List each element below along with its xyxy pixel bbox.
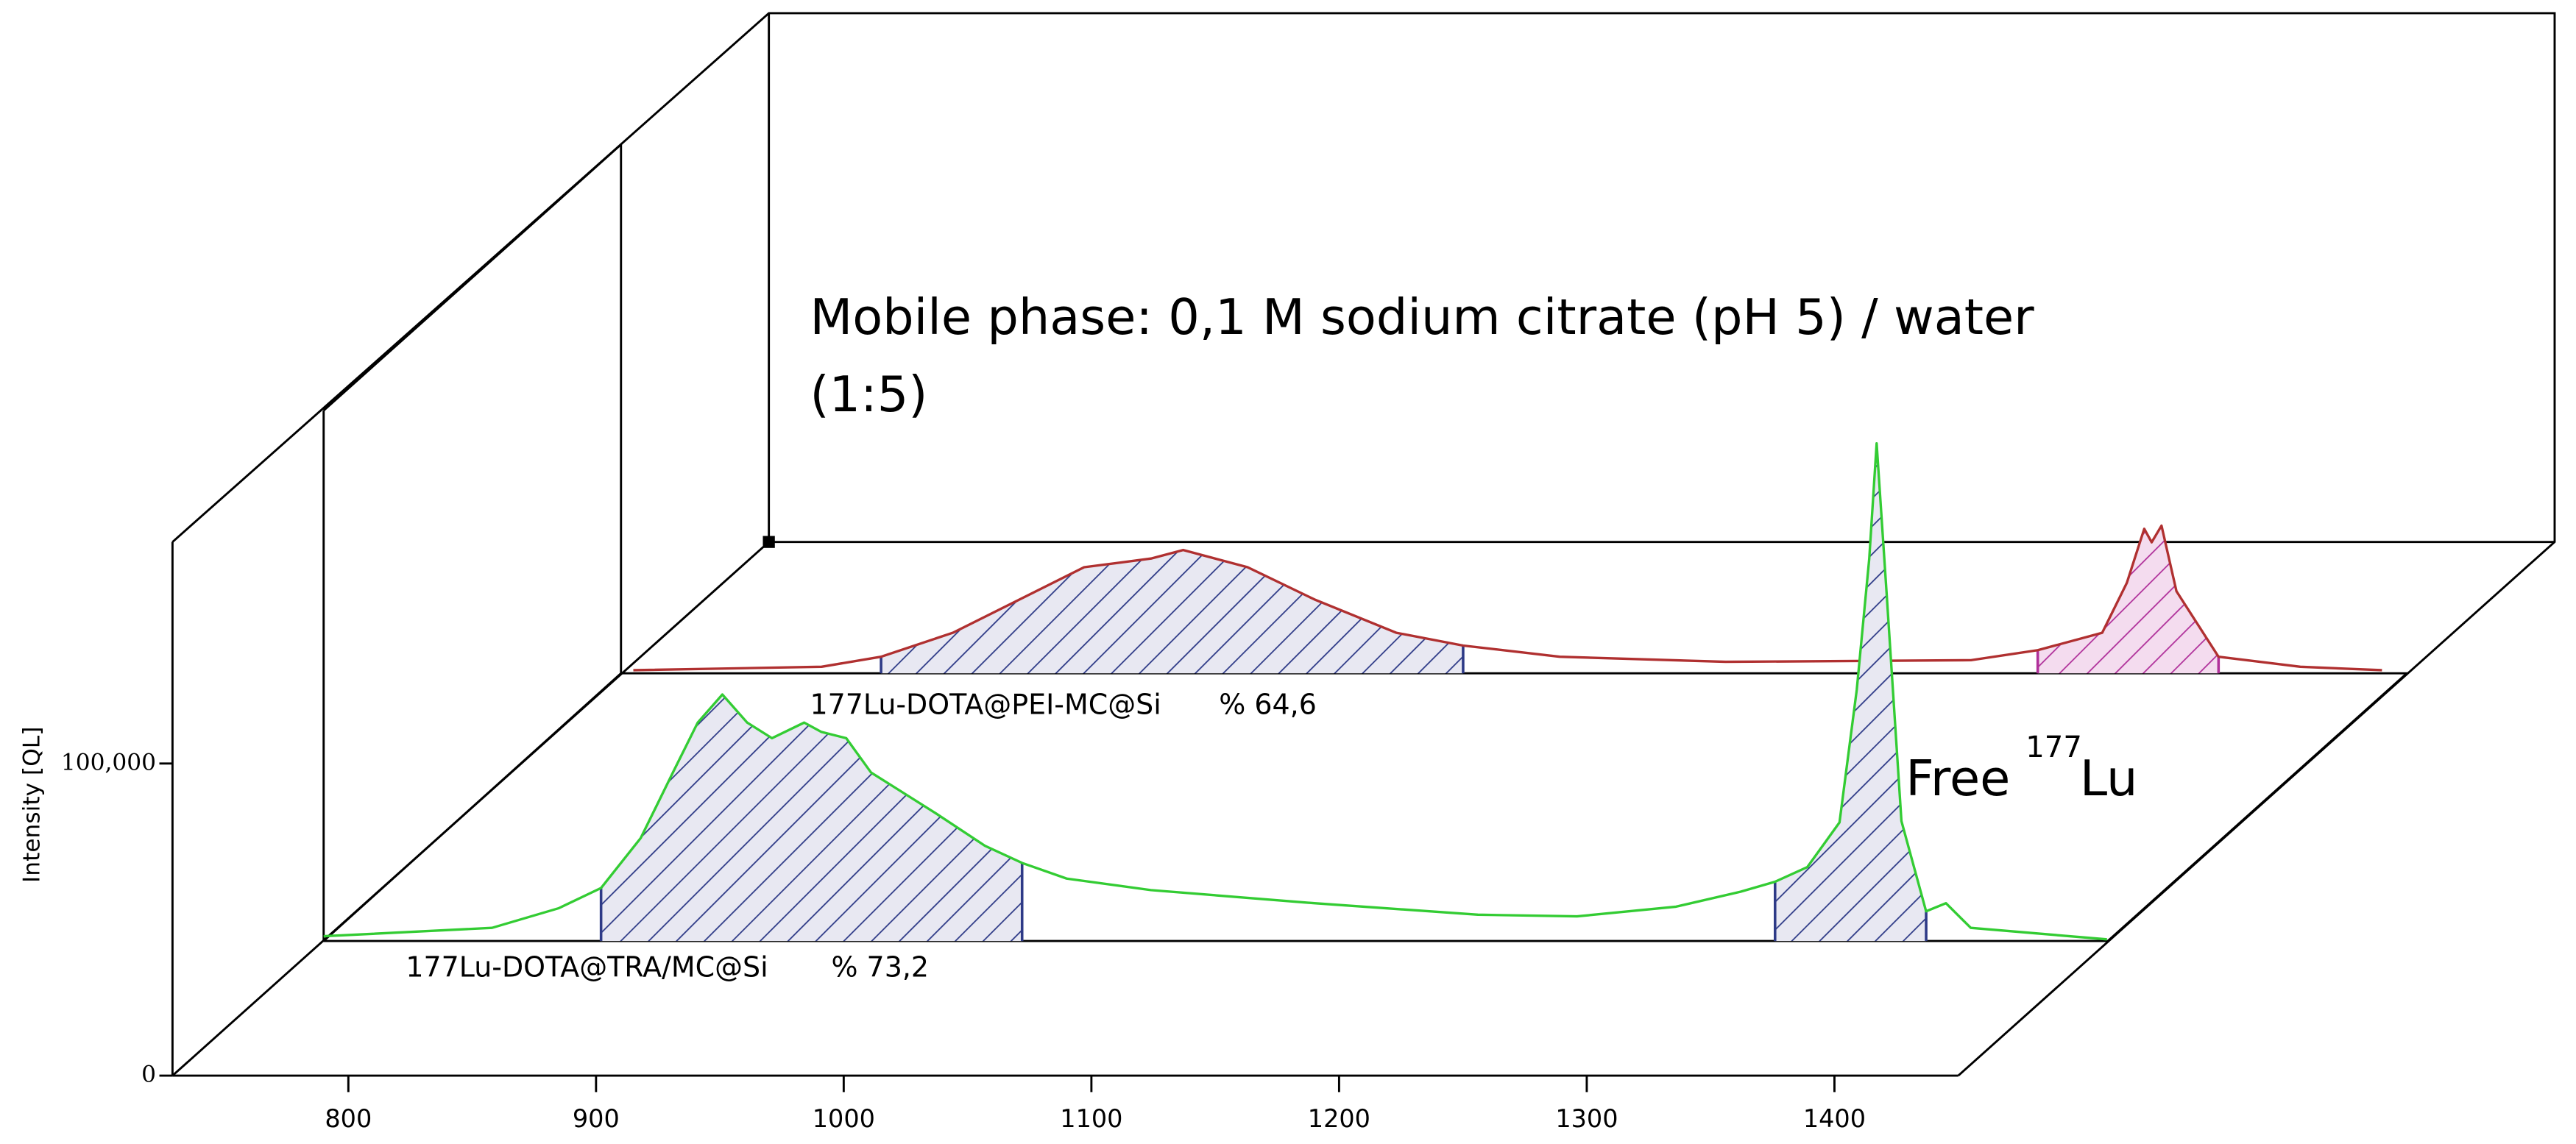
x-tick-label: 1000 [813,1104,875,1133]
slice-plane [322,672,622,942]
x-tick-label: 1300 [1555,1104,1618,1133]
area-label: 177Lu-DOTA@PEI-MC@Si [810,688,1161,720]
annotation: Mobile phase: 0,1 M sodium citrate (pH 5… [810,288,2034,346]
frame [171,12,2556,1077]
trace [633,524,2382,672]
slice-plane [322,144,2410,942]
integrated-area [2037,525,2219,674]
x-tick-label: 1100 [1060,1104,1122,1133]
area-percent: % 64,6 [1219,688,1317,720]
x-tick-label: 800 [325,1104,372,1133]
peak-label-superscript: 177 [2025,731,2082,764]
x-tick-label: 1400 [1803,1104,1866,1133]
integrated-area [1774,443,1927,942]
area-percent: % 73,2 [831,951,929,984]
peak-label-element: Lu [2080,750,2138,807]
x-tick-label: 1200 [1308,1104,1370,1133]
integrated-area [881,550,1463,674]
annotation: (1:5) [810,366,927,423]
y-tick-label: 100,000 [61,749,156,775]
integrated-area [601,694,1022,942]
y-tick-label: 0 [141,1062,156,1088]
area-label: 177Lu-DOTA@TRA/MC@Si [406,951,768,984]
y-axis-label: Intensity [QL] [19,727,46,883]
trace [323,442,2107,941]
corner-marker [762,536,775,548]
peak-label: Free [1906,750,2010,807]
slice-plane [322,143,622,412]
x-tick-label: 900 [573,1104,620,1133]
